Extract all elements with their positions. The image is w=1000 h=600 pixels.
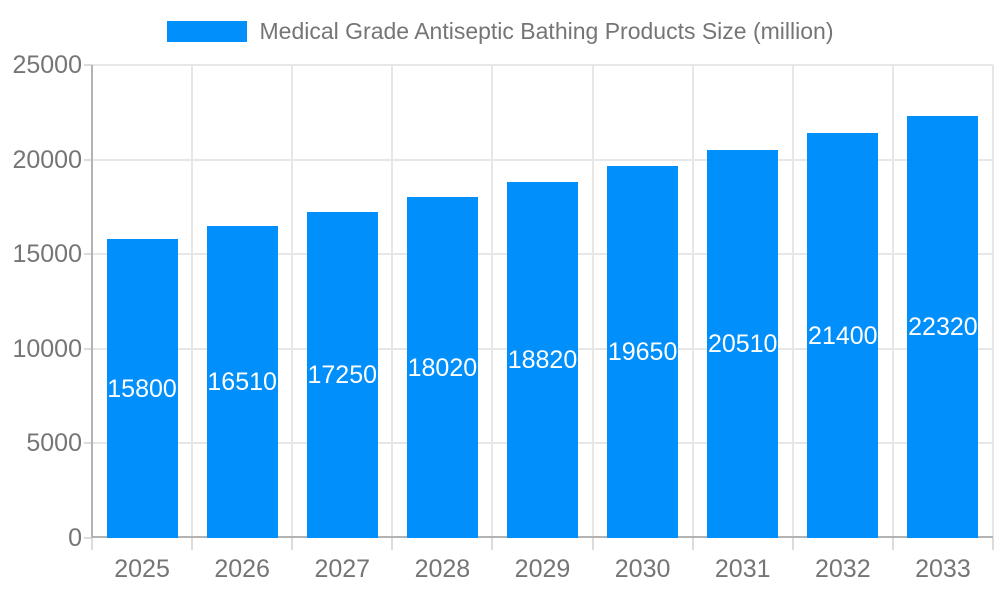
x-axis-label: 2028 [414,555,471,583]
bar-2030[interactable] [607,166,679,538]
legend-label: Medical Grade Antiseptic Bathing Product… [259,18,834,44]
v-gridline [591,65,594,538]
x-axis-tick [491,538,494,550]
y-axis-label: 0 [68,524,82,552]
bar-value-label: 15800 [107,374,177,403]
bar-value-label: 22320 [908,312,978,341]
y-axis-tick [84,442,92,445]
x-axis-tick [291,538,294,550]
y-axis-tick [84,537,92,539]
y-axis-label: 20000 [12,145,82,174]
y-axis-tick [84,158,92,161]
x-axis-label: 2025 [114,555,170,583]
x-axis-label: 2031 [714,555,771,583]
bar-value-label: 20510 [707,329,778,358]
y-axis-label: 15000 [12,240,82,269]
bar-2032[interactable] [807,133,879,538]
h-gridline [92,64,993,66]
v-gridline [191,65,194,538]
bar-value-label: 18020 [407,353,478,382]
x-axis-tick [191,538,194,550]
x-axis-tick [691,538,694,550]
bar-2026[interactable] [206,225,278,538]
x-axis-label: 2033 [915,555,971,583]
v-gridline [791,65,794,538]
bar-2028[interactable] [406,197,478,538]
y-axis-label: 25000 [12,51,82,79]
y-axis-tick [84,347,92,350]
v-gridline [891,65,894,538]
x-axis-tick [891,538,894,550]
bar-2027[interactable] [306,211,378,538]
x-axis-tick [791,538,794,550]
h-gridline [92,158,993,161]
x-axis-tick [591,538,594,550]
bar-2025[interactable] [106,239,178,538]
y-axis-line [91,65,93,538]
legend-marker[interactable] [166,20,247,42]
x-axis-tick [992,538,994,550]
bar-value-label: 21400 [808,321,878,350]
y-axis-label: 5000 [26,429,82,458]
y-axis-label: 10000 [12,334,82,363]
bar-value-label: 17250 [307,360,378,389]
x-axis-tick [391,538,394,550]
v-gridline [691,65,694,538]
x-axis-label: 2026 [214,555,270,583]
x-axis-label: 2027 [314,555,371,583]
bar-2029[interactable] [506,181,579,538]
x-axis-label: 2032 [815,555,871,583]
y-axis-tick [84,64,92,66]
bar-value-label: 16510 [207,367,277,396]
bar-value-label: 19650 [607,338,678,367]
v-gridline [992,65,994,538]
x-axis-label: 2030 [614,555,671,583]
v-gridline [391,65,394,538]
bar-2033[interactable] [907,115,979,538]
v-gridline [491,65,494,538]
y-axis-tick [84,253,92,256]
x-axis-tick [91,538,93,550]
v-gridline [291,65,294,538]
bar-2031[interactable] [707,149,779,538]
bar-value-label: 18820 [507,345,578,374]
x-axis-label: 2029 [514,555,571,583]
legend[interactable]: Medical Grade Antiseptic Bathing Product… [0,17,1000,45]
